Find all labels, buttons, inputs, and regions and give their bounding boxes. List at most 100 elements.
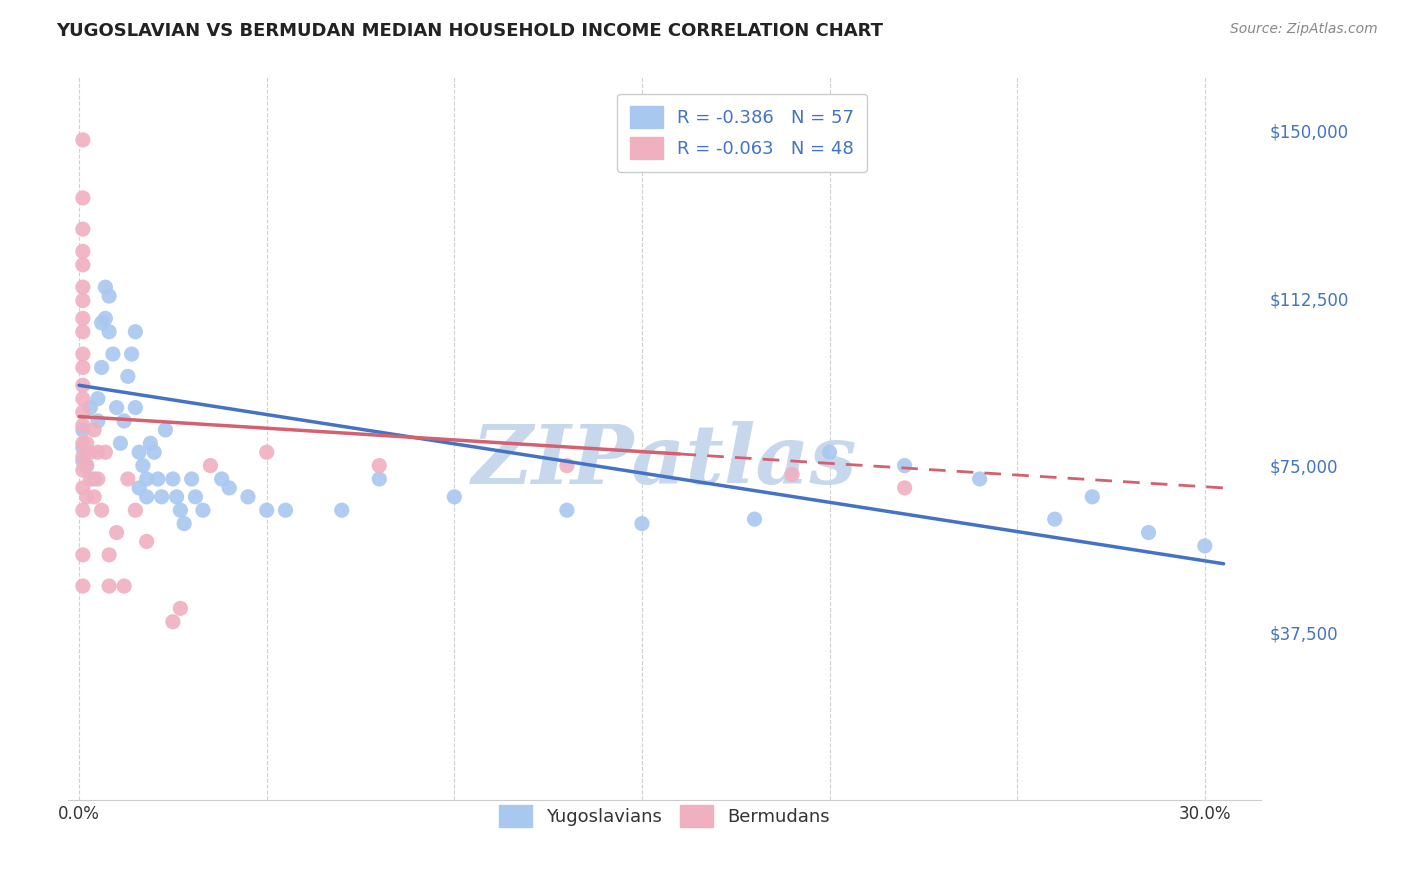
Point (87, 414, 110, 428)
Text: ZIPatlas: ZIPatlas (472, 420, 858, 500)
Point (112, 414, 135, 428)
Point (87, 445, 110, 459)
Point (893, 481, 915, 495)
Point (818, 445, 841, 459)
Point (72, 548, 94, 562)
Point (173, 516, 195, 531)
Point (135, 472, 157, 486)
Point (79, 472, 101, 486)
Point (72, 378, 94, 392)
Point (90, 360, 112, 375)
Point (162, 615, 184, 629)
Point (72, 392, 94, 406)
Point (555, 458, 578, 473)
Point (166, 490, 188, 504)
Point (101, 347, 124, 361)
Point (72, 311, 94, 326)
Point (135, 490, 157, 504)
Point (72, 481, 94, 495)
Point (98, 579, 121, 593)
Point (98, 548, 121, 562)
Point (1043, 512, 1066, 526)
Point (98, 289, 121, 303)
Point (191, 503, 214, 517)
Point (87, 392, 110, 406)
Point (117, 472, 139, 486)
Point (72, 423, 94, 437)
Point (79, 445, 101, 459)
Point (72, 441, 94, 455)
Point (139, 436, 162, 450)
Point (132, 458, 155, 473)
Point (124, 401, 146, 415)
Point (76, 458, 98, 473)
Point (83, 423, 105, 437)
Point (218, 481, 240, 495)
Point (105, 401, 128, 415)
Point (200, 458, 222, 473)
Point (1194, 539, 1216, 553)
Point (146, 472, 169, 486)
Point (256, 445, 278, 459)
Point (143, 445, 166, 459)
Point (780, 467, 803, 482)
Point (72, 325, 94, 339)
Point (72, 244, 94, 259)
Point (236, 490, 259, 504)
Point (72, 360, 94, 375)
Point (150, 490, 173, 504)
Point (117, 369, 139, 384)
Point (155, 423, 177, 437)
Point (631, 516, 654, 531)
Point (72, 463, 94, 477)
Point (124, 503, 146, 517)
Point (72, 222, 94, 236)
Point (76, 490, 98, 504)
Text: YUGOSLAVIAN VS BERMUDAN MEDIAN HOUSEHOLD INCOME CORRELATION CHART: YUGOSLAVIAN VS BERMUDAN MEDIAN HOUSEHOLD… (56, 22, 883, 40)
Point (443, 490, 465, 504)
Point (72, 454, 94, 468)
Point (72, 405, 94, 419)
Point (124, 325, 146, 339)
Point (72, 258, 94, 272)
Point (110, 436, 132, 450)
Point (72, 503, 94, 517)
Point (162, 472, 184, 486)
Point (72, 450, 94, 464)
Point (368, 472, 391, 486)
Point (1081, 490, 1104, 504)
Point (1137, 525, 1160, 540)
Point (128, 445, 150, 459)
Point (112, 579, 135, 593)
Point (83, 490, 105, 504)
Legend: Yugoslavians, Bermudans: Yugoslavians, Bermudans (492, 798, 837, 835)
Point (79, 401, 101, 415)
Point (256, 503, 278, 517)
Point (76, 458, 98, 473)
Point (72, 280, 94, 294)
Point (72, 579, 94, 593)
Point (893, 458, 915, 473)
Point (72, 436, 94, 450)
Point (211, 472, 233, 486)
Point (94, 311, 117, 326)
Text: Source: ZipAtlas.com: Source: ZipAtlas.com (1230, 22, 1378, 37)
Point (169, 601, 191, 615)
Point (90, 316, 112, 330)
Point (555, 503, 578, 517)
Point (969, 472, 991, 486)
Point (105, 525, 128, 540)
Point (76, 436, 98, 450)
Point (274, 503, 297, 517)
Point (121, 347, 143, 361)
Point (184, 490, 207, 504)
Point (128, 481, 150, 495)
Point (94, 445, 117, 459)
Point (169, 503, 191, 517)
Point (98, 325, 121, 339)
Point (72, 418, 94, 433)
Point (94, 280, 117, 294)
Point (180, 472, 202, 486)
Point (87, 472, 110, 486)
Point (72, 293, 94, 308)
